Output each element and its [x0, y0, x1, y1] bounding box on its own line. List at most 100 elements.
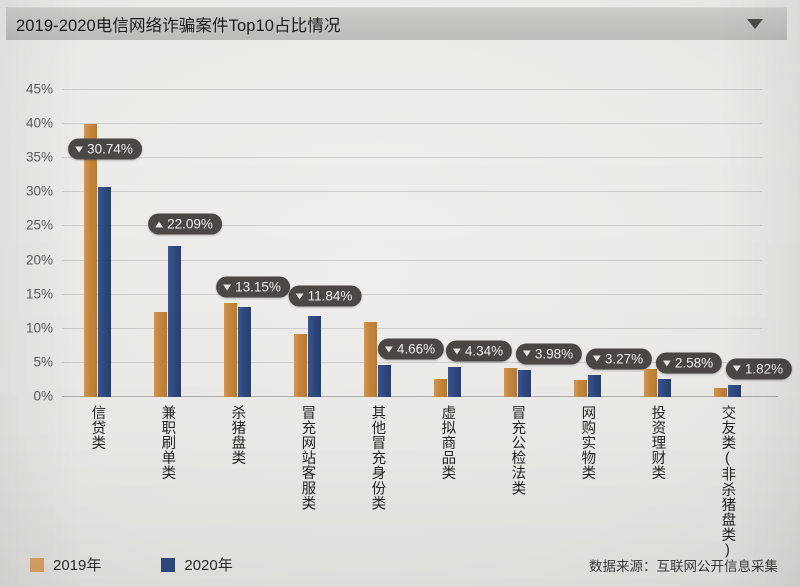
bar-group[interactable] [622, 90, 692, 397]
bar-2019[interactable] [223, 302, 237, 397]
axis-baseline: 0% [33, 389, 778, 404]
data-label-value: 2.58% [674, 355, 714, 371]
gridline: 45% [26, 82, 762, 97]
bar-2020[interactable] [657, 379, 671, 397]
data-label-value: 30.74% [87, 141, 133, 157]
triangle-down-icon [732, 365, 741, 372]
legend-label: 2019年 [53, 557, 102, 574]
bar-2019[interactable] [643, 369, 657, 397]
gridline: 15% [26, 286, 762, 301]
data-label-value: 4.34% [464, 343, 504, 359]
bar-pair [622, 90, 692, 397]
data-label-callout: 4.66% [377, 338, 445, 360]
legend-item[interactable]: 2020年 [161, 554, 233, 575]
y-axis-tick-label: 0% [33, 388, 53, 404]
y-axis-tick-label: 45% [25, 81, 53, 97]
bar-pair [132, 90, 202, 397]
gridline: 40% [26, 116, 762, 131]
x-axis-category-label: 交友类(非杀猪盘类) [719, 405, 736, 559]
chart-area: 0% 5% 10% 15% 20% 25% 30% 35% 40% 45% 30.74% 22.09%… [0, 42, 800, 587]
triangle-down-icon [662, 360, 671, 367]
y-axis-tick-label: 25% [25, 217, 53, 233]
bar-2020[interactable] [97, 187, 111, 397]
data-label-value: 11.84% [307, 288, 353, 304]
bar-2020[interactable] [237, 307, 251, 397]
data-label-value: 4.66% [396, 341, 436, 357]
bar-2019[interactable] [433, 379, 447, 397]
data-label-callout: 11.84% [288, 285, 362, 307]
bar-group[interactable] [202, 90, 272, 397]
bar-2020[interactable] [587, 374, 601, 397]
bar-2019[interactable] [573, 379, 587, 397]
bar-2020[interactable] [517, 369, 531, 397]
data-label-callout: 22.09% [148, 213, 222, 235]
x-axis-category-label: 兼职刷单类 [159, 405, 176, 481]
x-axis-category-label: 投资理财类 [649, 405, 666, 481]
gridline: 5% [33, 354, 762, 369]
triangle-down-icon [592, 355, 601, 362]
triangle-down-icon [522, 350, 531, 357]
x-axis-category-label: 信贷类 [89, 405, 106, 451]
bar-pair [202, 90, 272, 397]
bar-2019[interactable] [713, 388, 727, 397]
data-label-callout: 2.58% [655, 352, 723, 374]
bar-pair [552, 90, 622, 397]
legend-swatch [30, 557, 44, 572]
triangle-down-icon [452, 348, 461, 355]
bar-group[interactable] [552, 90, 622, 397]
plot-box: 0% 5% 10% 15% 20% 25% 30% 35% 40% 45% 30.74% 22.09%… [26, 82, 793, 404]
bar-2020[interactable] [727, 384, 741, 397]
source-note: 数据来源：互联网公开信息采集 [589, 559, 778, 574]
data-label-callout: 3.98% [515, 343, 583, 365]
triangle-down-icon [384, 346, 393, 353]
bar-group[interactable] [342, 90, 412, 397]
bar-group[interactable] [272, 90, 342, 397]
y-axis-tick-label: 30% [25, 183, 53, 199]
bar-2019[interactable] [293, 334, 307, 397]
bar-pair [692, 90, 762, 397]
legend-label: 2020年 [184, 557, 233, 574]
chart-legend: 2019年 2020年 [30, 554, 233, 575]
gridline: 25% [26, 218, 762, 233]
data-label-value: 3.98% [534, 346, 574, 362]
bar-pair [62, 90, 132, 397]
bar-pair [342, 90, 412, 397]
chart-header-bar[interactable]: 2019-2020电信网络诈骗案件Top10占比情况 [6, 7, 787, 40]
bar-group[interactable] [412, 90, 482, 397]
y-axis-tick-label: 15% [25, 286, 53, 302]
bar-group[interactable] [482, 90, 552, 397]
bar-group[interactable] [692, 90, 762, 397]
data-label-value: 1.82% [744, 361, 784, 377]
bar-group[interactable] [132, 90, 202, 397]
data-label-value: 22.09% [167, 216, 213, 232]
bar-2020[interactable] [377, 365, 391, 397]
bar-pair [412, 90, 482, 397]
data-label-callout: 13.15% [216, 276, 290, 298]
gridline: 20% [26, 252, 762, 267]
gridline: 10% [26, 320, 762, 335]
y-axis-tick-label: 40% [25, 115, 53, 131]
bar-2020[interactable] [447, 367, 461, 397]
triangle-up-icon [155, 221, 164, 228]
gridline: 30% [26, 184, 762, 199]
data-label-value: 13.15% [235, 279, 281, 295]
x-axis-category-label: 冒充公检法类 [509, 405, 526, 496]
y-axis-tick-label: 10% [25, 320, 53, 336]
chevron-down-icon[interactable] [747, 19, 763, 29]
legend-item[interactable]: 2019年 [30, 554, 101, 575]
bar-2019[interactable] [83, 124, 97, 397]
bar-2019[interactable] [363, 321, 377, 397]
y-axis-tick-label: 35% [25, 149, 53, 165]
bar-group[interactable] [62, 90, 132, 397]
data-label-callout: 1.82% [725, 358, 793, 380]
bar-2020[interactable] [307, 316, 321, 397]
x-axis-category-label: 网购实物类 [579, 405, 596, 481]
bar-2019[interactable] [503, 367, 517, 397]
triangle-down-icon [75, 146, 84, 153]
bar-2020[interactable] [167, 246, 181, 397]
x-axis-category-label: 其他冒充身份类 [369, 405, 386, 511]
triangle-down-icon [295, 293, 304, 300]
x-axis-category-label: 虚拟商品类 [439, 405, 456, 481]
bar-2019[interactable] [153, 312, 167, 397]
bar-pair [272, 90, 342, 397]
